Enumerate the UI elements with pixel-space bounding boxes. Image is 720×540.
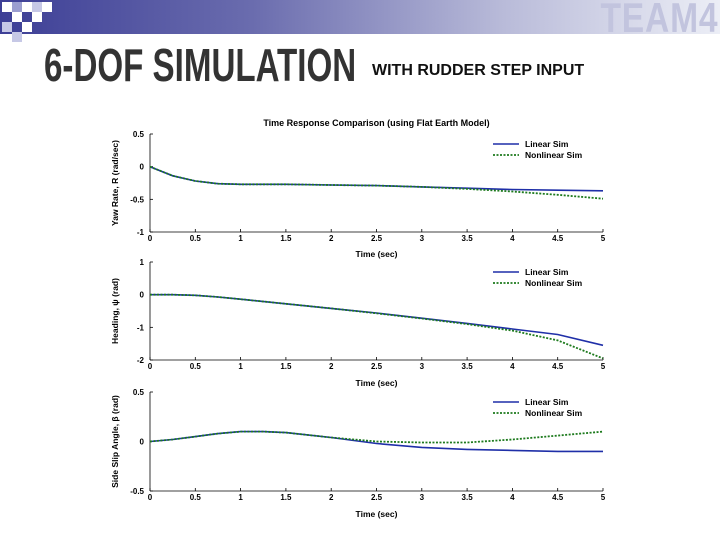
team-label: TEAM4 xyxy=(600,0,718,41)
x-tick-label: 0.5 xyxy=(190,234,202,243)
x-tick-label: 5 xyxy=(601,362,606,371)
y-tick-label: -0.5 xyxy=(130,487,144,496)
y-axis-label: Side Slip Angle, β (rad) xyxy=(110,395,120,488)
square-icon xyxy=(12,12,22,22)
legend-label: Linear Sim xyxy=(525,139,569,149)
legend-label: Linear Sim xyxy=(525,267,569,277)
x-tick-label: 3 xyxy=(420,493,425,502)
x-tick-label: 2 xyxy=(329,493,334,502)
chart-panel-1: Time Response Comparison (using Flat Ear… xyxy=(110,118,606,259)
x-tick-label: 4.5 xyxy=(552,493,564,502)
linear-sim-line xyxy=(149,165,604,192)
x-tick-label: 1.5 xyxy=(280,362,292,371)
x-tick-label: 3 xyxy=(420,362,425,371)
x-tick-label: 3 xyxy=(420,234,425,243)
y-tick-label: 0 xyxy=(140,291,145,300)
chart-panel-3: 0 0.5 1 1.5 2 2.5 3 3.5 4 4.5 5 0.5 0 -0.5 Time (sec) S… xyxy=(110,388,606,519)
x-tick-label: 2 xyxy=(329,362,334,371)
x-tick-label: 4 xyxy=(510,362,515,371)
x-axis-label: Time (sec) xyxy=(356,378,398,388)
charts-figure: Time Response Comparison (using Flat Ear… xyxy=(110,118,606,519)
square-icon xyxy=(22,2,32,12)
square-icon xyxy=(12,32,22,42)
y-axis-label: Heading, ψ (rad) xyxy=(110,278,120,344)
square-icon xyxy=(42,2,52,12)
square-icon xyxy=(12,2,22,12)
y-tick-label: 1 xyxy=(140,258,145,267)
x-tick-label: 0 xyxy=(148,234,153,243)
square-icon xyxy=(2,22,12,32)
square-icon xyxy=(22,22,32,32)
nonlinear-sim-line xyxy=(150,293,604,360)
legend-label: Nonlinear Sim xyxy=(525,278,583,288)
x-tick-label: 4 xyxy=(510,493,515,502)
linear-sim-line xyxy=(150,293,604,347)
x-tick-label: 4.5 xyxy=(552,362,564,371)
y-tick-label: 0 xyxy=(140,438,145,447)
x-tick-label: 3.5 xyxy=(462,234,474,243)
header-bar xyxy=(0,0,720,34)
x-axis-label: Time (sec) xyxy=(356,249,398,259)
y-tick-label: -1 xyxy=(137,323,145,332)
x-tick-label: 3.5 xyxy=(462,493,474,502)
x-tick-label: 0 xyxy=(148,493,153,502)
x-tick-label: 1.5 xyxy=(280,493,292,502)
y-tick-label: -2 xyxy=(137,356,145,365)
x-tick-label: 0.5 xyxy=(190,493,202,502)
y-tick-label: -1 xyxy=(137,228,145,237)
square-icon xyxy=(32,2,42,12)
decorative-squares xyxy=(0,0,60,44)
x-tick-label: 1.5 xyxy=(280,234,292,243)
x-tick-label: 3.5 xyxy=(462,362,474,371)
x-tick-label: 2.5 xyxy=(371,493,383,502)
legend-label: Linear Sim xyxy=(525,397,569,407)
nonlinear-sim-line xyxy=(149,165,604,200)
y-tick-label: 0 xyxy=(140,163,145,172)
x-tick-label: 2.5 xyxy=(371,362,383,371)
y-tick-label: -0.5 xyxy=(130,195,144,204)
legend-label: Nonlinear Sim xyxy=(525,150,583,160)
chart-panel-2: 0 0.5 1 1.5 2 2.5 3 3.5 4 4.5 5 1 0 -1 -2 Time (sec) Hea… xyxy=(110,258,606,388)
x-axis-label: Time (sec) xyxy=(356,509,398,519)
x-tick-label: 5 xyxy=(601,234,606,243)
x-tick-label: 0 xyxy=(148,362,153,371)
x-tick-label: 2 xyxy=(329,234,334,243)
x-tick-label: 0.5 xyxy=(190,362,202,371)
x-tick-label: 5 xyxy=(601,493,606,502)
plot-title: Time Response Comparison (using Flat Ear… xyxy=(263,118,489,128)
x-tick-label: 1 xyxy=(238,493,243,502)
legend-box xyxy=(489,264,601,292)
slide-subtitle: WITH RUDDER STEP INPUT xyxy=(372,62,585,79)
x-tick-label: 1 xyxy=(238,362,243,371)
legend-box xyxy=(489,394,601,422)
square-icon xyxy=(2,2,12,12)
x-tick-label: 2.5 xyxy=(371,234,383,243)
x-tick-label: 4 xyxy=(510,234,515,243)
y-axis-label: Yaw Rate, R (rad/sec) xyxy=(110,140,120,226)
y-tick-label: 0.5 xyxy=(133,388,145,397)
x-tick-label: 1 xyxy=(238,234,243,243)
square-icon xyxy=(32,12,42,22)
legend-box xyxy=(489,136,601,164)
legend-label: Nonlinear Sim xyxy=(525,408,583,418)
y-tick-label: 0.5 xyxy=(133,130,145,139)
slide-title: 6-DOF SIMULATION xyxy=(44,39,357,91)
nonlinear-sim-line xyxy=(149,430,604,444)
x-tick-label: 4.5 xyxy=(552,234,564,243)
